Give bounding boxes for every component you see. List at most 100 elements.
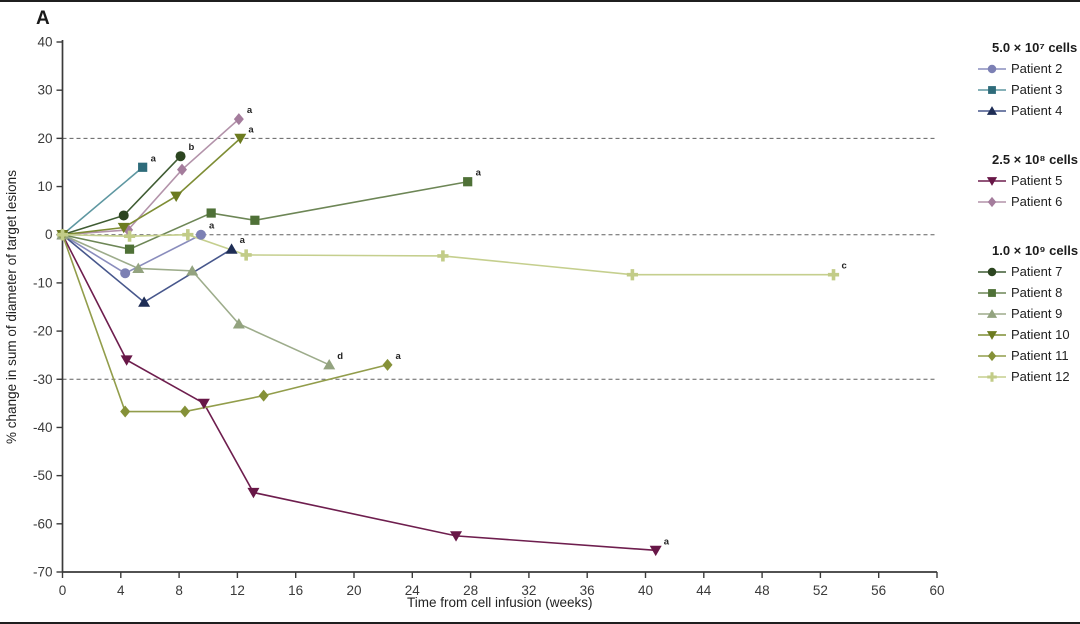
series-markers-patient-11 xyxy=(57,228,393,418)
marker-triangle-down xyxy=(450,531,463,542)
marker-diamond xyxy=(258,389,269,402)
y-axis-title: % change in sum of diameter of target le… xyxy=(4,170,19,444)
legend-item-patient-12: Patient 12 xyxy=(978,366,1078,387)
legend-item-label: Patient 12 xyxy=(1011,369,1070,384)
legend-item-label: Patient 10 xyxy=(1011,327,1070,342)
end-annotation-a: a xyxy=(396,351,402,362)
marker-plus xyxy=(437,250,449,262)
marker-square xyxy=(124,244,135,254)
legend-item-patient-7: Patient 7 xyxy=(978,261,1078,282)
diamond-legend-icon xyxy=(978,196,1006,207)
legend-item-label: Patient 8 xyxy=(1011,285,1063,300)
x-tick-label: 24 xyxy=(405,583,421,598)
legend-item-patient-3: Patient 3 xyxy=(978,79,1078,100)
marker-triangle-up xyxy=(132,262,145,274)
y-tick-label: -20 xyxy=(33,324,53,339)
marker-diamond xyxy=(120,405,131,418)
plus-legend-icon xyxy=(978,371,1006,382)
marker-triangle-up xyxy=(323,359,336,370)
legend-item-patient-9: Patient 9 xyxy=(978,303,1078,324)
marker-circle xyxy=(195,229,206,240)
legend-item-patient-6: Patient 6 xyxy=(978,191,1078,212)
triangle-down-legend-icon xyxy=(978,176,1006,186)
marker-diamond xyxy=(987,350,997,361)
marker-triangle-down xyxy=(197,398,210,410)
marker-triangle-up xyxy=(986,105,998,115)
end-annotation-d: d xyxy=(337,351,343,362)
marker-plus xyxy=(827,269,840,281)
series-line-patient-11 xyxy=(61,234,388,413)
y-tick-label: -50 xyxy=(33,468,53,483)
marker-plus xyxy=(123,230,136,242)
marker-square xyxy=(463,177,473,187)
diamond-legend-icon xyxy=(978,350,1006,361)
marker-square xyxy=(138,162,148,172)
marker-square xyxy=(206,208,216,218)
legend-group: 5.0 × 10⁷ cells Patient 2 Patient 3 Patient… xyxy=(978,38,1078,121)
y-tick-label: -10 xyxy=(33,275,53,290)
marker-triangle-down xyxy=(247,487,260,499)
marker-plus xyxy=(240,249,252,261)
end-annotation-b: b xyxy=(189,142,195,153)
marker-plus xyxy=(56,229,69,241)
marker-square xyxy=(988,288,996,297)
square-legend-icon xyxy=(978,288,1006,297)
end-annotation-a: a xyxy=(151,153,157,164)
marker-triangle-down xyxy=(986,330,998,340)
y-tick-label: 0 xyxy=(45,227,53,242)
legend-group-title: 1.0 × 10⁹ cells xyxy=(992,243,1079,258)
marker-circle xyxy=(175,151,186,162)
marker-square xyxy=(988,85,996,94)
end-annotation-a: a xyxy=(664,536,670,547)
x-tick-label: 8 xyxy=(175,583,183,598)
legend-group: 1.0 × 10⁹ cells Patient 7 Patient 8 Patient… xyxy=(978,241,1078,387)
triangle-down-legend-icon xyxy=(978,330,1006,340)
legend-item-label: Patient 6 xyxy=(1011,194,1063,209)
marker-triangle-up xyxy=(138,296,151,307)
x-tick-label: 44 xyxy=(696,583,712,598)
legend-item-patient-2: Patient 2 xyxy=(978,58,1078,79)
x-tick-label: 20 xyxy=(346,583,361,598)
marker-circle xyxy=(118,210,129,221)
circle-legend-icon xyxy=(978,267,1006,276)
end-annotation-a: a xyxy=(209,221,215,232)
x-tick-label: 16 xyxy=(288,583,303,598)
marker-triangle-up xyxy=(225,243,238,254)
marker-triangle-down xyxy=(986,176,998,186)
marker-diamond xyxy=(177,163,188,176)
y-tick-label: 10 xyxy=(37,179,52,194)
circle-legend-icon xyxy=(978,64,1006,73)
chart-legend: 5.0 × 10⁷ cells Patient 2 Patient 3 Patient… xyxy=(978,38,1078,416)
y-tick-label: -60 xyxy=(33,516,53,531)
marker-triangle-down xyxy=(120,355,133,366)
square-legend-icon xyxy=(978,85,1006,94)
legend-group-title: 2.5 × 10⁸ cells xyxy=(992,152,1079,167)
series-line-patient-3 xyxy=(61,166,144,236)
x-tick-label: 52 xyxy=(813,583,828,598)
legend-group-title: 5.0 × 10⁷ cells xyxy=(992,40,1078,55)
x-tick-label: 12 xyxy=(230,583,245,598)
marker-triangle-down xyxy=(234,133,247,145)
end-annotation-a: a xyxy=(476,168,482,179)
marker-plus xyxy=(182,229,194,241)
marker-triangle-down xyxy=(649,545,662,557)
legend-item-patient-5: Patient 5 xyxy=(978,170,1078,191)
series-line-patient-2 xyxy=(62,234,202,275)
marker-triangle-down xyxy=(170,191,183,202)
marker-triangle-up xyxy=(186,265,199,276)
legend-item-label: Patient 9 xyxy=(1011,306,1063,321)
marker-triangle-down xyxy=(117,222,130,234)
marker-circle xyxy=(987,64,997,73)
legend-item-label: Patient 4 xyxy=(1011,103,1063,118)
x-tick-label: 36 xyxy=(580,583,595,598)
end-annotation-a: a xyxy=(247,105,253,116)
y-tick-label: -30 xyxy=(33,372,53,387)
panel-label: A xyxy=(36,8,50,29)
legend-item-label: Patient 7 xyxy=(1011,264,1063,279)
series-markers-patient-12 xyxy=(56,229,840,281)
end-annotation-a: a xyxy=(240,235,246,246)
legend-item-label: Patient 5 xyxy=(1011,173,1063,188)
end-annotation-a: a xyxy=(248,124,254,135)
